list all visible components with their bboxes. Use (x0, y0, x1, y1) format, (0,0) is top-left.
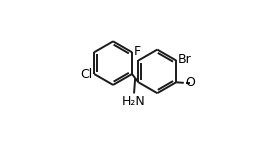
Text: Cl: Cl (80, 68, 93, 81)
Text: H₂N: H₂N (122, 95, 145, 108)
Text: F: F (134, 45, 141, 58)
Text: O: O (185, 76, 195, 89)
Text: Br: Br (178, 53, 191, 66)
